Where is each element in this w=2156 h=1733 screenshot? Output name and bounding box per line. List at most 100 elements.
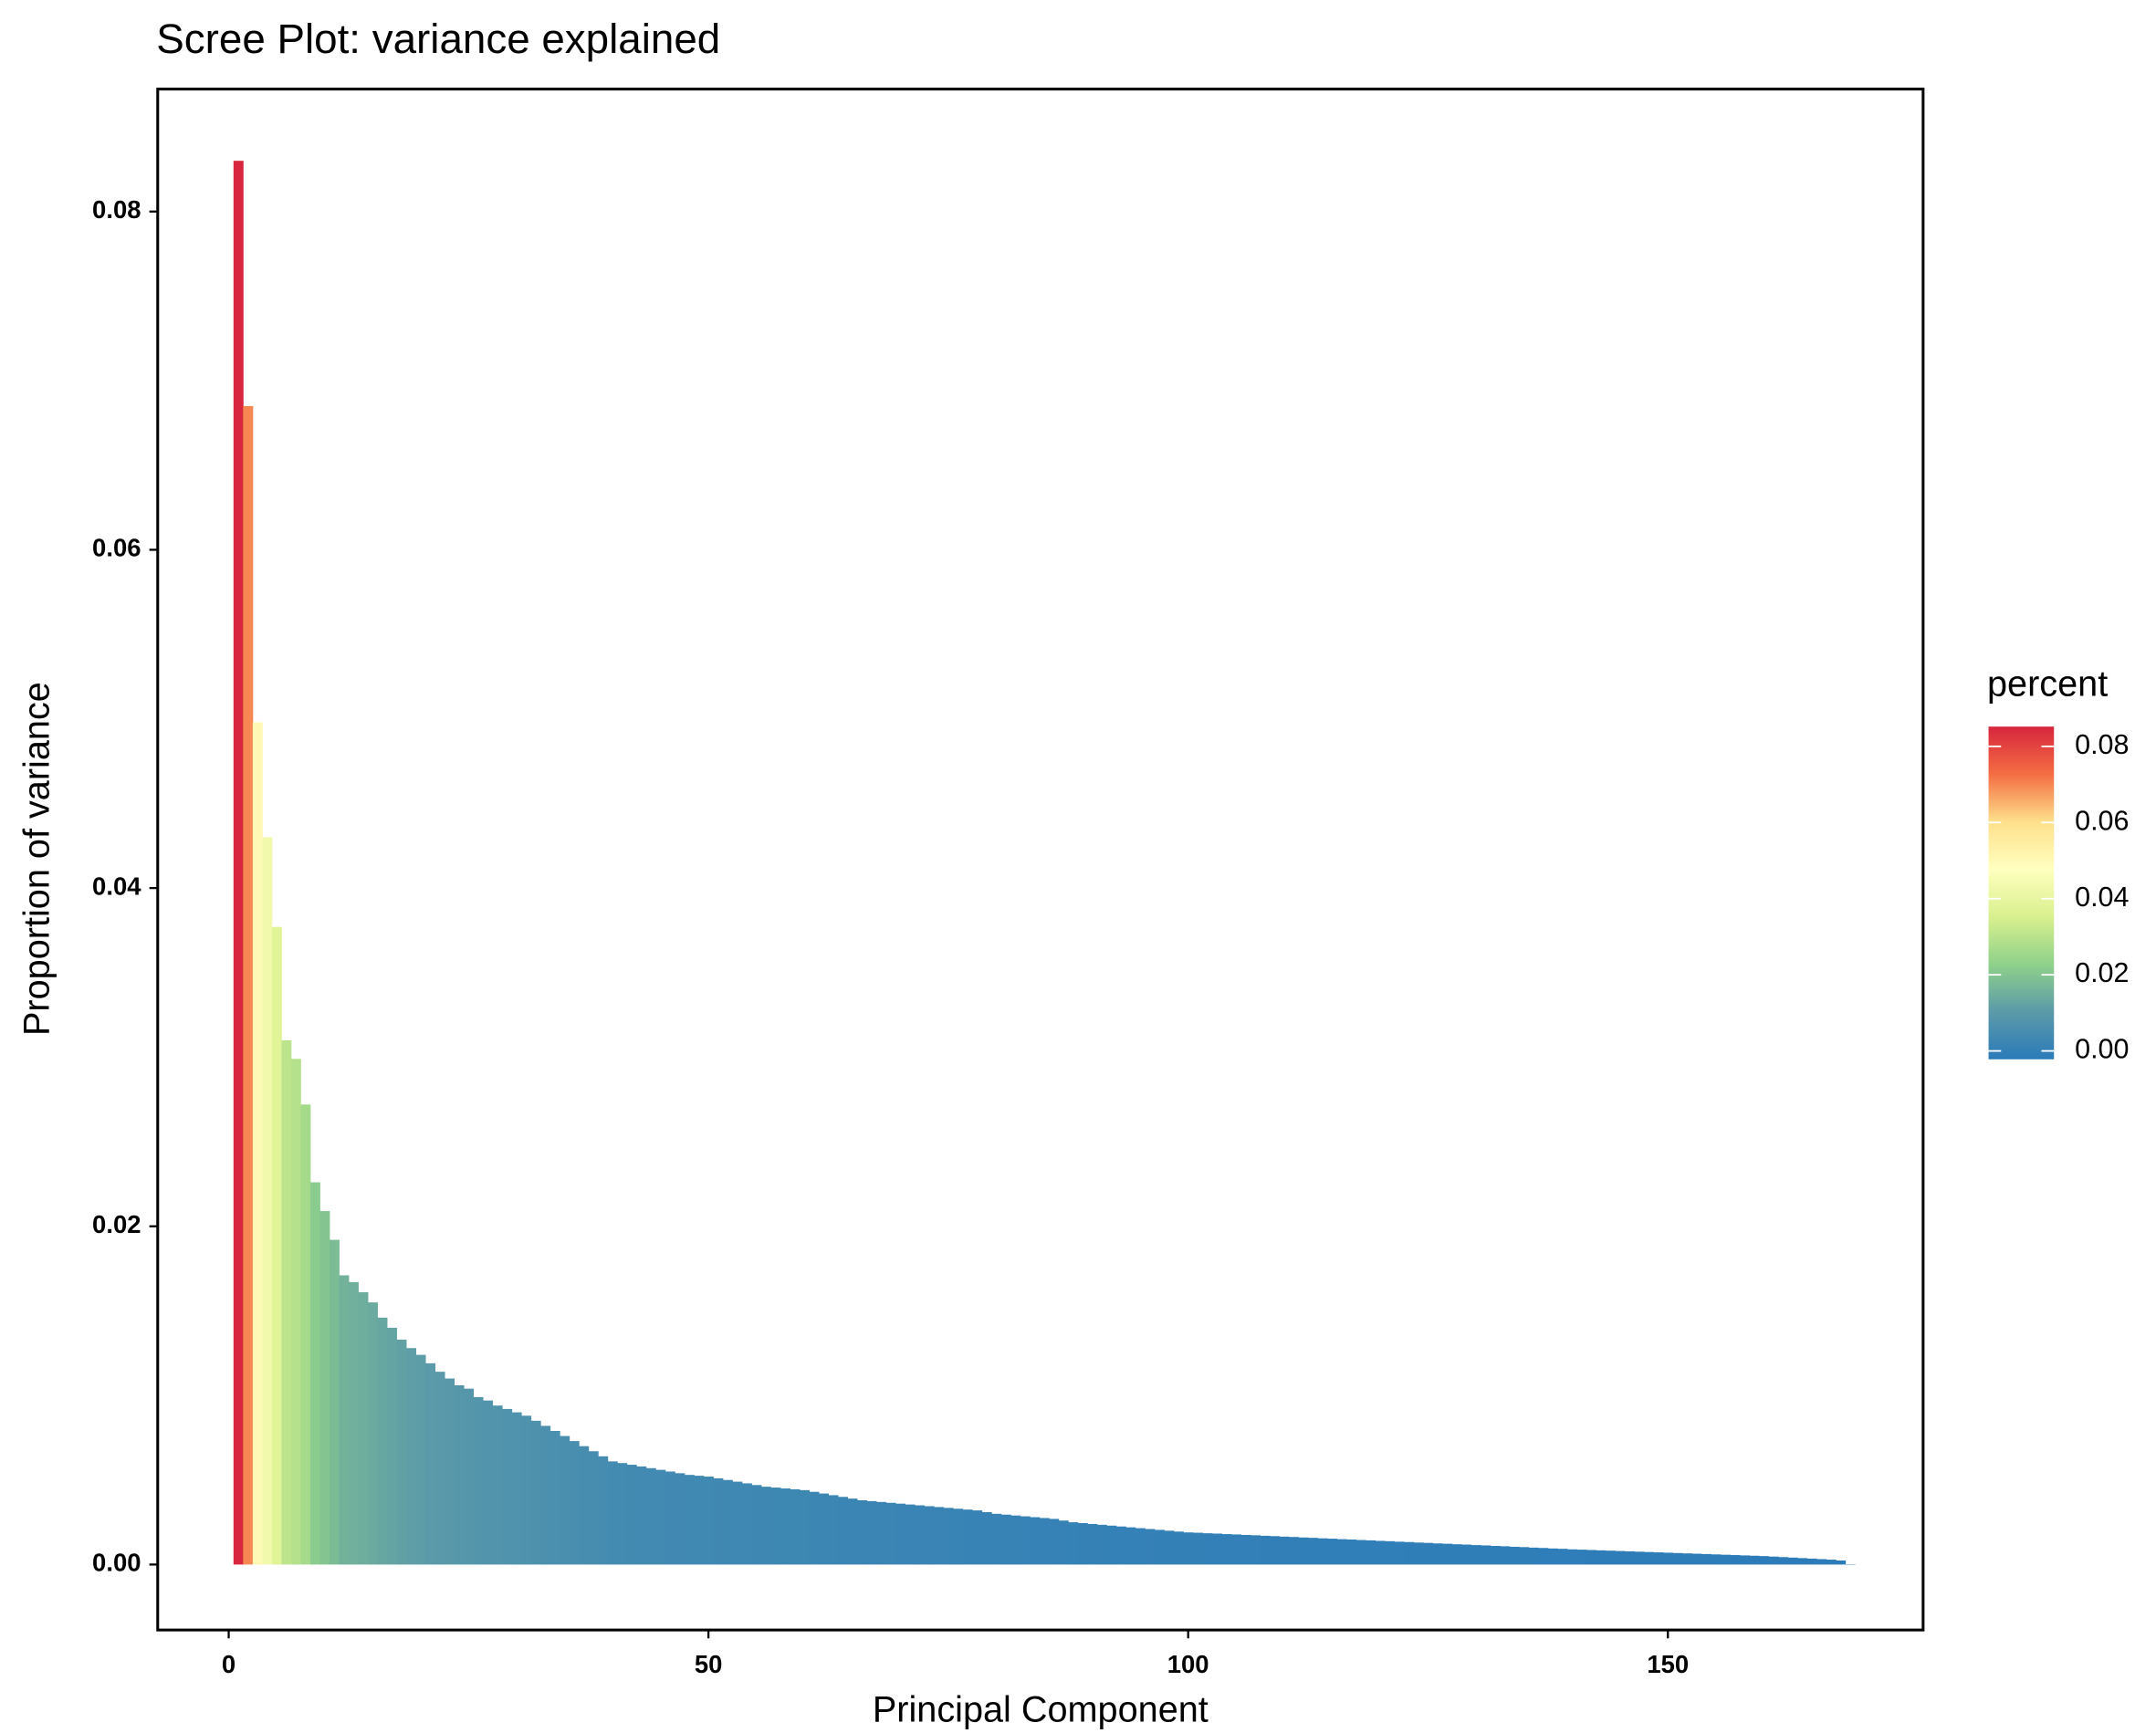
- x-tick-label: 100: [1167, 1650, 1209, 1678]
- bar: [636, 1466, 647, 1565]
- bar: [377, 1317, 388, 1565]
- bar: [358, 1292, 369, 1565]
- bar: [1058, 1520, 1069, 1565]
- x-axis-label: Principal Component: [873, 1690, 1209, 1730]
- bar: [809, 1491, 820, 1565]
- plot-border: [156, 88, 1925, 1632]
- bar: [1096, 1524, 1107, 1565]
- bar: [1164, 1530, 1175, 1565]
- bar: [540, 1425, 551, 1565]
- bar: [1451, 1544, 1462, 1565]
- bar: [1327, 1539, 1338, 1565]
- bar: [1020, 1516, 1031, 1565]
- bar: [1115, 1526, 1126, 1565]
- bar: [1797, 1558, 1808, 1565]
- colorbar-tick-label: 0.08: [2075, 729, 2129, 760]
- bar: [1202, 1533, 1213, 1565]
- x-tick-label: 150: [1647, 1650, 1689, 1678]
- bar: [1442, 1543, 1453, 1565]
- bar: [243, 405, 254, 1565]
- bar: [1192, 1532, 1203, 1565]
- bar: [1624, 1550, 1635, 1565]
- bar: [445, 1378, 455, 1565]
- bar: [1317, 1538, 1328, 1565]
- bar: [406, 1348, 416, 1565]
- bar: [1240, 1534, 1251, 1565]
- bar: [1135, 1528, 1146, 1565]
- bar: [1557, 1549, 1568, 1565]
- bar: [1826, 1560, 1837, 1565]
- bar: [271, 926, 282, 1565]
- bar: [1538, 1548, 1549, 1565]
- bar: [1423, 1542, 1434, 1565]
- bar: [617, 1463, 628, 1565]
- bar: [1749, 1555, 1760, 1565]
- colorbar-tick-label: 0.06: [2075, 805, 2129, 836]
- bar: [1787, 1557, 1798, 1565]
- bar: [799, 1489, 810, 1565]
- bar: [1547, 1548, 1558, 1565]
- bar: [588, 1451, 599, 1565]
- bar: [1145, 1529, 1156, 1565]
- y-tick-label: 0.08: [92, 195, 141, 224]
- bar: [464, 1388, 475, 1565]
- bar: [703, 1477, 714, 1565]
- bar: [1566, 1549, 1577, 1565]
- bar: [1481, 1545, 1491, 1565]
- bar: [905, 1504, 916, 1565]
- bar: [1663, 1552, 1673, 1565]
- bar: [1682, 1553, 1692, 1565]
- bar: [1509, 1546, 1520, 1565]
- bar: [953, 1509, 964, 1565]
- bar: [579, 1446, 590, 1565]
- bar: [722, 1479, 733, 1565]
- bar: [1279, 1536, 1290, 1565]
- bar: [1077, 1523, 1088, 1565]
- colorbar-tick-label: 0.02: [2075, 957, 2129, 988]
- bar: [1461, 1544, 1472, 1565]
- bar: [1634, 1551, 1645, 1565]
- bar: [1596, 1550, 1607, 1565]
- y-tick-label: 0.00: [92, 1549, 141, 1577]
- colorbar: [1988, 726, 2055, 1060]
- bar: [1260, 1535, 1271, 1565]
- bar: [1768, 1556, 1779, 1565]
- bar: [1289, 1537, 1300, 1565]
- bar: [598, 1456, 609, 1565]
- colorbar-tick-label: 0.04: [2075, 882, 2129, 913]
- bar: [819, 1493, 829, 1565]
- bar: [607, 1461, 618, 1565]
- bar: [1721, 1554, 1732, 1565]
- bar: [1528, 1547, 1539, 1565]
- bar: [252, 722, 263, 1565]
- bar: [1270, 1536, 1281, 1565]
- bar: [415, 1354, 426, 1565]
- y-axis-label: Proportion of variance: [17, 682, 58, 1036]
- bar: [751, 1485, 762, 1565]
- bar: [290, 1059, 301, 1565]
- bar: [1366, 1540, 1376, 1565]
- bar: [1490, 1546, 1501, 1565]
- bar: [684, 1475, 695, 1565]
- bar: [1173, 1531, 1184, 1565]
- bar: [1394, 1541, 1405, 1565]
- bar: [1778, 1557, 1789, 1565]
- bar: [300, 1104, 311, 1565]
- bar: [348, 1281, 359, 1565]
- bar: [339, 1275, 350, 1565]
- bar: [434, 1372, 445, 1565]
- bar: [760, 1487, 771, 1565]
- bar: [1730, 1555, 1741, 1565]
- bar: [972, 1510, 983, 1565]
- bar: [675, 1473, 686, 1565]
- bar: [847, 1498, 858, 1565]
- bar: [1030, 1517, 1041, 1565]
- bar: [1298, 1537, 1309, 1565]
- bar: [866, 1500, 877, 1565]
- bar: [1701, 1553, 1712, 1565]
- bar: [1586, 1550, 1596, 1565]
- bar: [367, 1302, 378, 1565]
- bar: [1049, 1519, 1060, 1565]
- bar: [876, 1501, 887, 1565]
